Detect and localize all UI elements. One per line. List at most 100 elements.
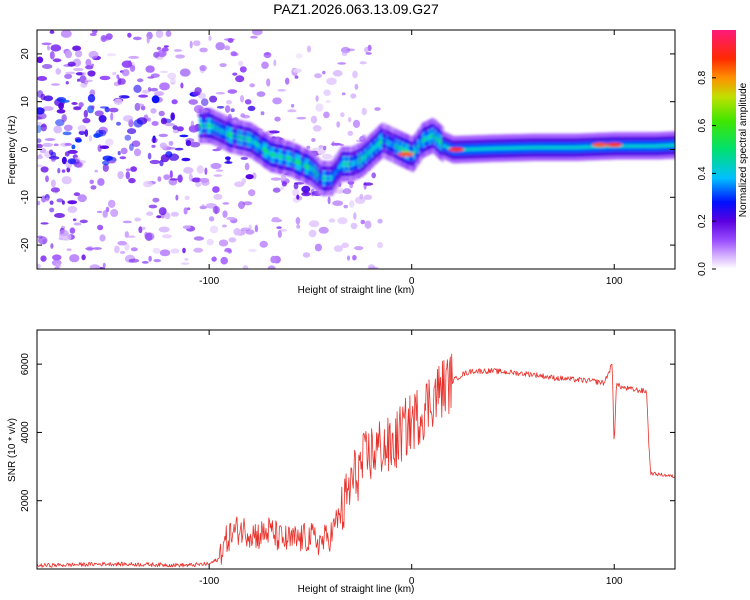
ridge-cell xyxy=(662,131,666,137)
ridge-cell xyxy=(340,161,344,167)
ridge-cell xyxy=(308,180,311,186)
ridge-cell xyxy=(658,147,661,152)
ridge-cell xyxy=(659,154,663,160)
ridge-cell xyxy=(576,152,579,158)
ridge-cell xyxy=(350,156,354,162)
ridge-cell xyxy=(554,137,558,142)
ridge-cell xyxy=(206,113,209,118)
spectral-blob xyxy=(133,119,143,128)
ridge-cell xyxy=(666,150,670,156)
ridge-cell xyxy=(513,137,517,143)
ridge-cell xyxy=(238,130,242,135)
ridge-cell xyxy=(478,135,481,140)
ridge-cell xyxy=(329,181,333,186)
ridge-cell xyxy=(355,154,358,160)
ridge-cell xyxy=(376,152,379,158)
spectral-blob xyxy=(128,60,132,68)
ridge-cell xyxy=(303,148,307,153)
spectral-blob xyxy=(254,224,259,233)
ridge-cell xyxy=(537,145,541,150)
ridge-cell xyxy=(413,145,416,150)
ridge-cell xyxy=(584,140,588,146)
ridge-cell xyxy=(518,137,521,143)
ridge-cell xyxy=(615,147,619,152)
ridge-cell xyxy=(587,156,591,161)
ridge-cell xyxy=(445,136,449,142)
ridge-cell xyxy=(427,135,430,140)
spectral-blob xyxy=(50,44,62,52)
ridge-cell xyxy=(440,156,443,161)
ridge-cell xyxy=(478,146,481,151)
ridge-cell xyxy=(221,119,225,124)
ridge-cell xyxy=(635,147,639,152)
spectral-blob xyxy=(129,64,136,72)
ridge-cell xyxy=(501,149,504,155)
ridge-cell xyxy=(319,180,323,185)
ridge-cell xyxy=(333,156,337,161)
ridge-cell xyxy=(255,157,259,162)
ridge-cell xyxy=(461,158,464,163)
spectral-blob xyxy=(105,206,110,213)
ridge-cell xyxy=(241,120,245,126)
ridge-cell xyxy=(282,150,286,155)
spectral-blob xyxy=(363,182,374,186)
ridge-cell xyxy=(217,132,221,137)
ridge-cell xyxy=(218,118,222,123)
ridge-cell xyxy=(353,175,357,181)
ridge-cell xyxy=(605,136,609,141)
ridge-cell xyxy=(479,138,483,144)
spectral-blob xyxy=(200,98,209,106)
ridge-cell xyxy=(535,133,538,138)
ridge-cell xyxy=(301,152,304,157)
ridge-cell xyxy=(260,140,263,145)
ridge-cell xyxy=(452,136,456,141)
spectral-blob xyxy=(110,112,114,121)
spectral-blob xyxy=(189,40,193,49)
ridge-cell xyxy=(488,146,491,151)
ridge-cell xyxy=(421,133,425,138)
spectral-blob xyxy=(212,186,220,193)
ridge-cell xyxy=(333,161,337,167)
ridge-cell xyxy=(269,162,273,167)
ridge-cell xyxy=(203,133,206,139)
ridge-cell xyxy=(635,155,639,160)
spectral-blob xyxy=(185,140,192,147)
ridge-cell xyxy=(654,136,657,141)
spectral-blob xyxy=(340,112,345,118)
ridge-cell xyxy=(597,136,600,141)
ridge-cell xyxy=(510,138,514,143)
ridge-cell xyxy=(590,140,593,146)
spectral-blob xyxy=(119,250,126,254)
spectral-blob xyxy=(67,158,77,165)
ridge-cell xyxy=(664,139,667,144)
ridge-cell xyxy=(614,132,617,137)
ridge-cell xyxy=(309,166,313,171)
ridge-cell xyxy=(444,139,447,145)
ridge-cell xyxy=(251,149,255,154)
ridge-cell xyxy=(588,152,592,157)
ridge-cell xyxy=(547,152,551,158)
ridge-cell xyxy=(652,155,656,160)
ridge-cell xyxy=(552,137,555,142)
ridge-cell xyxy=(271,147,274,152)
ridge-cell xyxy=(264,153,267,158)
spectral-blob xyxy=(163,174,171,181)
ridge-cell xyxy=(286,146,290,151)
ridge-cell xyxy=(631,155,635,160)
ridge-cell xyxy=(203,128,206,134)
ridge-cell xyxy=(666,139,670,144)
ridge-cell xyxy=(509,153,513,158)
ridge-cell xyxy=(597,132,600,138)
ridge-cell xyxy=(442,150,446,156)
spectral-blob xyxy=(285,77,290,85)
spectral-blob xyxy=(222,210,228,218)
ridge-cell xyxy=(665,135,669,140)
ridge-cell xyxy=(406,144,409,149)
ridge-cell xyxy=(479,154,483,159)
ridge-cell xyxy=(313,175,317,180)
ridge-cell xyxy=(657,147,660,152)
spectral-blob xyxy=(314,243,322,252)
ridge-cell xyxy=(364,163,368,168)
ridge-cell xyxy=(428,119,432,124)
spectral-blob xyxy=(132,36,142,41)
